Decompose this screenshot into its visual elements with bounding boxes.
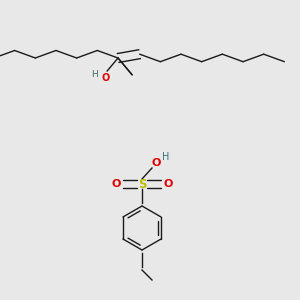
- Text: O: O: [102, 73, 110, 83]
- Text: H: H: [91, 70, 98, 79]
- Text: O: O: [111, 179, 121, 189]
- Text: S: S: [138, 178, 146, 190]
- Text: H: H: [162, 152, 170, 162]
- Text: O: O: [151, 158, 161, 168]
- Text: O: O: [163, 179, 173, 189]
